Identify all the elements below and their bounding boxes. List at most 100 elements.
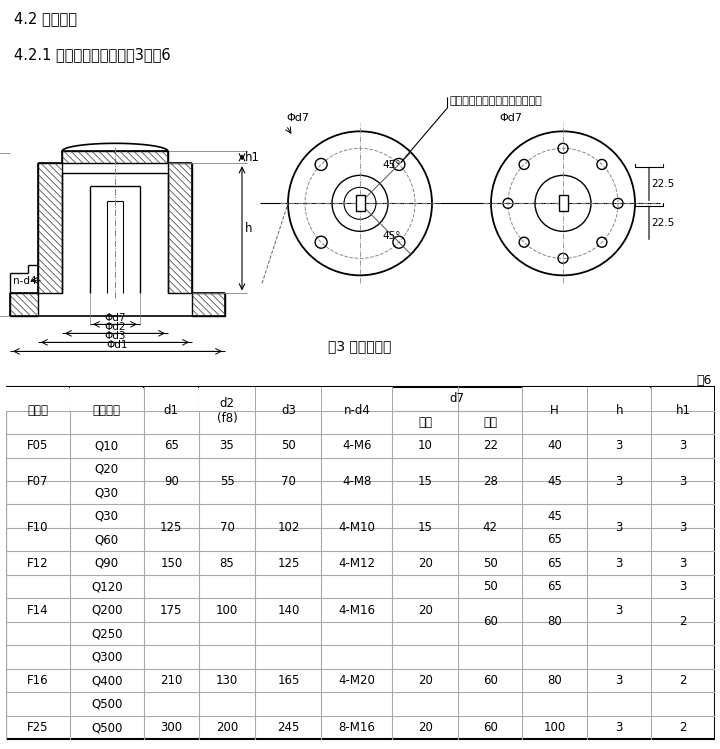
Text: Φd7: Φd7 [104, 313, 126, 324]
Text: d1: d1 [164, 404, 179, 417]
Text: n-d4: n-d4 [13, 276, 37, 286]
Text: 45: 45 [547, 475, 562, 488]
Text: 200: 200 [216, 721, 238, 734]
Text: 245: 245 [277, 721, 300, 734]
Text: Q400: Q400 [91, 674, 122, 687]
Text: 300: 300 [161, 721, 182, 734]
Text: 表6: 表6 [696, 374, 711, 387]
Text: h1: h1 [245, 151, 260, 164]
Text: d3: d3 [281, 404, 296, 417]
Bar [523, 387, 587, 410]
Text: 100: 100 [216, 604, 238, 616]
Text: H: H [550, 404, 559, 417]
Text: 42: 42 [482, 521, 498, 535]
Text: 60: 60 [482, 721, 498, 734]
Text: Q10: Q10 [95, 439, 119, 452]
Text: 45°: 45° [382, 231, 400, 241]
Text: Q500: Q500 [91, 721, 122, 734]
Text: 4.2.1 连接型式和尺寸见图3、表6: 4.2.1 连接型式和尺寸见图3、表6 [14, 47, 171, 62]
Bar [168, 163, 192, 294]
Text: d2
(f8): d2 (f8) [217, 396, 238, 425]
Text: 60: 60 [482, 674, 498, 687]
Bar [588, 387, 650, 410]
Text: 90: 90 [164, 475, 179, 488]
Text: 15: 15 [418, 521, 433, 535]
Text: 102: 102 [277, 521, 300, 535]
Text: 50: 50 [483, 580, 498, 593]
Bar [62, 151, 168, 163]
Text: Q120: Q120 [91, 580, 122, 593]
Bar [38, 163, 62, 294]
Text: 最大: 最大 [483, 416, 497, 429]
Text: 60: 60 [482, 616, 498, 628]
Text: 45: 45 [547, 510, 562, 523]
Text: 40: 40 [547, 439, 562, 452]
Text: 20: 20 [418, 557, 433, 570]
Text: Φd1: Φd1 [107, 340, 128, 351]
Text: 全关时与电机轴线平行（下同）: 全关时与电机轴线平行（下同） [450, 97, 543, 106]
Bar [256, 387, 320, 410]
Bar [6, 387, 69, 410]
Text: F07: F07 [27, 475, 48, 488]
Text: 3: 3 [680, 439, 687, 452]
Text: 210: 210 [160, 674, 183, 687]
Text: 4-M8: 4-M8 [342, 475, 372, 488]
Text: 3: 3 [616, 604, 623, 616]
Text: Q90: Q90 [95, 557, 119, 570]
Text: 10: 10 [418, 439, 433, 452]
Text: 4-M6: 4-M6 [342, 439, 372, 452]
Text: F25: F25 [27, 721, 48, 734]
Text: F14: F14 [27, 604, 48, 616]
Text: 4.2 连接尺寸: 4.2 连接尺寸 [14, 11, 77, 26]
Text: 3: 3 [680, 580, 687, 593]
Bar [145, 387, 198, 410]
Text: 3: 3 [616, 439, 623, 452]
Text: 175: 175 [160, 604, 183, 616]
Text: 22.5: 22.5 [651, 218, 674, 228]
Text: 80: 80 [547, 674, 562, 687]
Text: 140: 140 [277, 604, 300, 616]
Text: 130: 130 [216, 674, 238, 687]
Text: 165: 165 [277, 674, 300, 687]
Text: 3: 3 [616, 557, 623, 570]
Bar [356, 195, 364, 211]
Text: 125: 125 [160, 521, 183, 535]
Text: Q30: Q30 [95, 510, 119, 523]
Text: 20: 20 [418, 604, 433, 616]
Text: Q20: Q20 [95, 463, 119, 476]
Text: F05: F05 [27, 439, 48, 452]
Text: 2: 2 [679, 616, 687, 628]
Text: Q30: Q30 [95, 486, 119, 500]
Text: 80: 80 [547, 616, 562, 628]
Text: 2: 2 [679, 674, 687, 687]
Text: 预留: 预留 [418, 416, 432, 429]
Text: 100: 100 [544, 721, 566, 734]
Bar [559, 195, 567, 211]
Text: 70: 70 [281, 475, 296, 488]
Text: 65: 65 [547, 580, 562, 593]
Text: 3: 3 [616, 521, 623, 535]
Text: 28: 28 [482, 475, 498, 488]
Text: 35: 35 [220, 439, 235, 452]
Text: d7: d7 [450, 392, 464, 405]
Text: 65: 65 [164, 439, 179, 452]
Text: 4-M12: 4-M12 [338, 557, 375, 570]
Text: 50: 50 [483, 557, 498, 570]
Text: 3: 3 [680, 521, 687, 535]
Text: 4-M16: 4-M16 [338, 604, 375, 616]
Text: 65: 65 [547, 533, 562, 546]
Text: 法兰号: 法兰号 [27, 404, 48, 417]
Text: 电装型号: 电装型号 [93, 404, 121, 417]
Text: 85: 85 [220, 557, 235, 570]
Bar [10, 294, 38, 316]
Text: F12: F12 [27, 557, 48, 570]
Text: 15: 15 [418, 475, 433, 488]
Text: 65: 65 [547, 557, 562, 570]
Text: 125: 125 [277, 557, 300, 570]
Text: 3: 3 [680, 557, 687, 570]
Text: Φd3: Φd3 [104, 331, 126, 342]
Text: 3: 3 [616, 674, 623, 687]
Bar [652, 387, 714, 410]
Text: Φd7: Φd7 [286, 113, 309, 124]
Text: 45°: 45° [382, 160, 400, 170]
